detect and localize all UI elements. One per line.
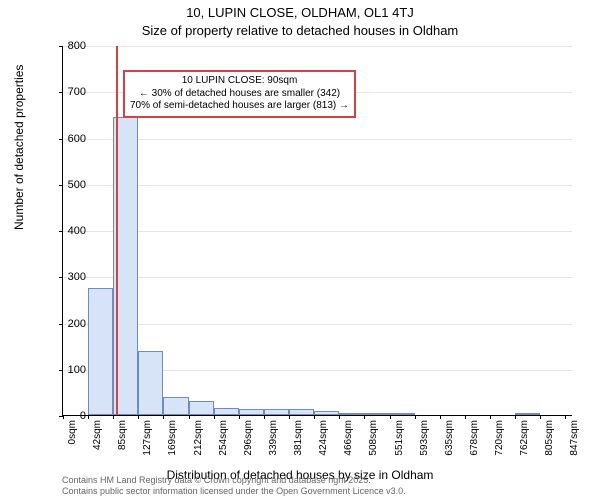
xtick (339, 415, 340, 419)
gridline-h (63, 231, 572, 232)
histogram-bar (239, 409, 265, 415)
xtick-label: 42sqm (92, 420, 103, 450)
xtick-label: 847sqm (569, 420, 580, 456)
histogram-bar (264, 409, 289, 415)
xtick-label: 0sqm (67, 420, 78, 444)
xtick-label: 551sqm (394, 420, 405, 456)
histogram-bar (88, 288, 114, 415)
histogram-bar (339, 413, 364, 415)
annotation-line1: 10 LUPIN CLOSE: 90sqm (130, 75, 349, 88)
xtick-label: 212sqm (193, 420, 204, 456)
xtick-label: 85sqm (117, 420, 128, 450)
xtick (364, 415, 365, 419)
title-line2: Size of property relative to detached ho… (142, 23, 459, 38)
chart-area: 0sqm42sqm85sqm127sqm169sqm212sqm254sqm29… (62, 46, 572, 416)
xtick-label: 466sqm (343, 420, 354, 456)
xtick-label: 720sqm (494, 420, 505, 456)
xtick (138, 415, 139, 419)
y-axis-label: Number of detached properties (12, 65, 26, 230)
xtick (113, 415, 114, 419)
annotation-box: 10 LUPIN CLOSE: 90sqm← 30% of detached h… (123, 70, 356, 118)
ytick-label: 500 (50, 179, 86, 191)
xtick (239, 415, 240, 419)
attribution-line2: Contains public sector information licen… (62, 486, 406, 496)
xtick (415, 415, 416, 419)
xtick (214, 415, 215, 419)
xtick (289, 415, 290, 419)
xtick-label: 127sqm (142, 420, 153, 456)
title-line1: 10, LUPIN CLOSE, OLDHAM, OL1 4TJ (186, 5, 414, 20)
xtick-label: 593sqm (419, 420, 430, 456)
gridline-h (63, 139, 572, 140)
xtick-label: 254sqm (218, 420, 229, 456)
xtick (540, 415, 541, 419)
histogram-bar (214, 408, 239, 415)
ytick-label: 700 (50, 86, 86, 98)
xtick (565, 415, 566, 419)
xtick (440, 415, 441, 419)
xtick-label: 805sqm (544, 420, 555, 456)
histogram-bar (515, 413, 541, 415)
xtick (189, 415, 190, 419)
xtick (490, 415, 491, 419)
annotation-line3: 70% of semi-detached houses are larger (… (130, 100, 349, 113)
xtick (314, 415, 315, 419)
histogram-bar (138, 351, 163, 415)
histogram-bar (364, 413, 390, 415)
gridline-h (63, 185, 572, 186)
xtick (465, 415, 466, 419)
histogram-bar (314, 411, 339, 415)
xtick (264, 415, 265, 419)
ytick-label: 100 (50, 364, 86, 376)
xtick (88, 415, 89, 419)
xtick-label: 169sqm (167, 420, 178, 456)
gridline-h (63, 277, 572, 278)
attribution: Contains HM Land Registry data © Crown c… (62, 475, 406, 498)
ytick-label: 800 (50, 40, 86, 52)
histogram-bar (163, 397, 189, 416)
xtick-label: 508sqm (368, 420, 379, 456)
xtick-label: 678sqm (469, 420, 480, 456)
ytick-label: 600 (50, 133, 86, 145)
xtick (515, 415, 516, 419)
xtick-label: 424sqm (318, 420, 329, 456)
ytick-label: 0 (50, 410, 86, 422)
histogram-bar (289, 409, 315, 415)
ytick-label: 200 (50, 318, 86, 330)
xtick-label: 296sqm (243, 420, 254, 456)
gridline-h (63, 46, 572, 47)
ytick-label: 300 (50, 271, 86, 283)
plot-area: 0sqm42sqm85sqm127sqm169sqm212sqm254sqm29… (62, 46, 572, 416)
xtick-label: 762sqm (519, 420, 530, 456)
xtick (390, 415, 391, 419)
chart-title: 10, LUPIN CLOSE, OLDHAM, OL1 4TJ Size of… (0, 0, 600, 39)
xtick-label: 381sqm (293, 420, 304, 456)
histogram-bar (390, 413, 415, 415)
gridline-h (63, 324, 572, 325)
property-marker-line (116, 46, 118, 415)
xtick-label: 635sqm (444, 420, 455, 456)
attribution-line1: Contains HM Land Registry data © Crown c… (62, 475, 371, 485)
annotation-line2: ← 30% of detached houses are smaller (34… (130, 88, 349, 101)
xtick (163, 415, 164, 419)
ytick-label: 400 (50, 225, 86, 237)
histogram-bar (189, 401, 214, 415)
xtick-label: 339sqm (268, 420, 279, 456)
